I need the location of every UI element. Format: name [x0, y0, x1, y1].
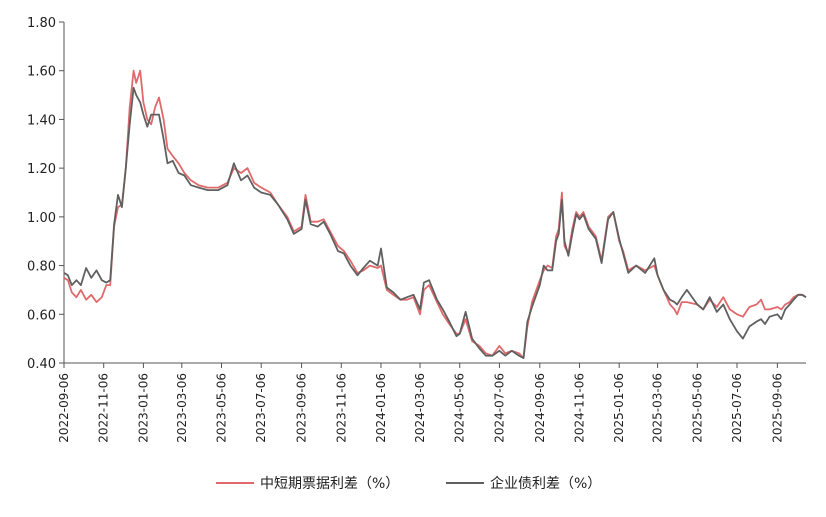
x-tick-label: 2024-03-06: [413, 373, 427, 443]
x-tick-label: 2024-05-06: [453, 373, 467, 443]
x-tick-label: 2025-07-06: [730, 373, 744, 443]
x-tick-label: 2025-01-06: [612, 373, 626, 443]
x-tick-label: 2023-01-06: [136, 373, 150, 443]
y-tick-label: 1.80: [27, 16, 56, 31]
y-tick-label: 1.40: [27, 113, 56, 128]
x-tick-label: 2023-11-06: [334, 373, 348, 443]
x-tick-label: 2023-07-06: [254, 373, 268, 443]
y-tick-label: 1.20: [27, 162, 56, 177]
x-tick-label: 2023-09-06: [295, 373, 309, 443]
y-tick-label: 1.60: [27, 65, 56, 80]
x-tick-label: 2022-11-06: [97, 373, 111, 443]
x-tick-label: 2025-03-06: [651, 373, 665, 443]
legend: 中短期票据利差（%） 企业债利差（%）: [216, 475, 601, 492]
x-tick-label: 2024-01-06: [374, 373, 388, 443]
legend-label-1: 中短期票据利差（%）: [260, 476, 399, 492]
series-layer: [63, 69, 807, 359]
y-tick-label: 0.40: [27, 357, 56, 372]
y-tick-label: 0.60: [27, 308, 56, 323]
y-tick-label: 1.00: [27, 211, 56, 226]
x-tick-label: 2022-09-06: [57, 373, 71, 443]
x-tick-label: 2023-03-06: [175, 373, 189, 443]
x-tick-label: 2024-11-06: [572, 373, 586, 443]
series-line-1: [63, 69, 807, 359]
series-line-2: [63, 86, 807, 359]
y-tick-label: 0.80: [27, 260, 56, 275]
x-tick-label: 2023-05-06: [215, 373, 229, 443]
legend-label-2: 企业债利差（%）: [490, 475, 601, 492]
x-tick-label: 2024-09-06: [533, 373, 547, 443]
axes: 0.40 0.60 0.80 1.00 1.20 1.40 1.60 1.80 2022-09-…: [27, 16, 806, 443]
x-tick-label: 2024-07-06: [492, 373, 506, 443]
x-tick-label: 2025-05-06: [690, 373, 704, 443]
x-tick-label: 2025-09-06: [770, 373, 784, 443]
